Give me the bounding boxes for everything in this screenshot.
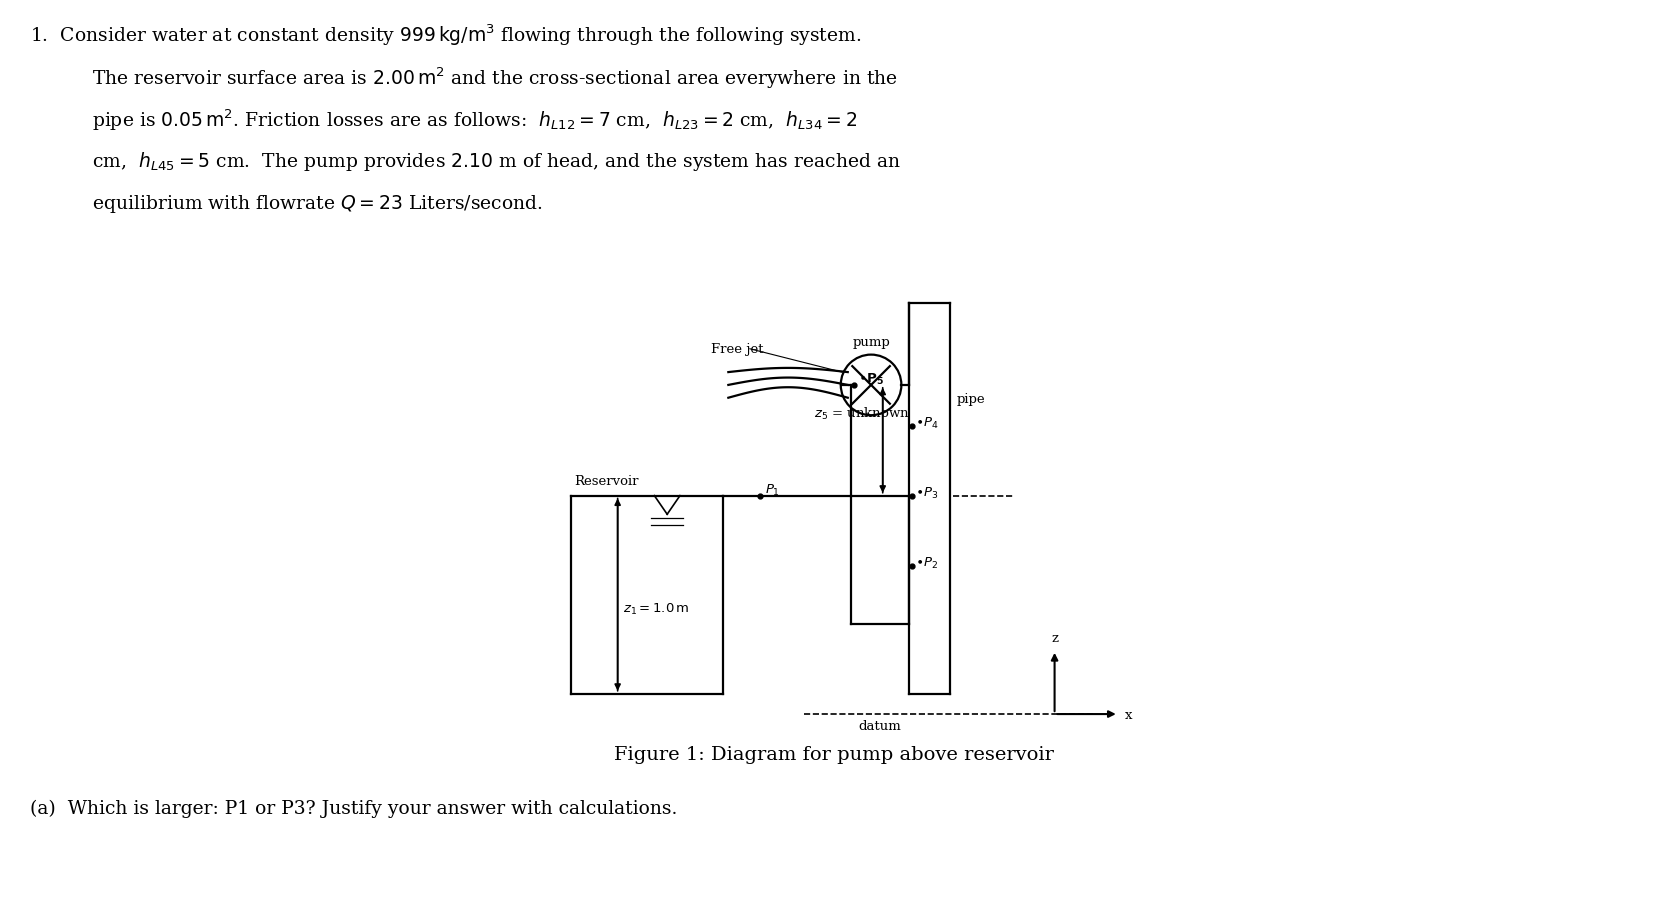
Text: $\bullet P_4$: $\bullet P_4$ bbox=[914, 415, 939, 431]
Text: Free jet: Free jet bbox=[711, 343, 764, 356]
Text: datum: datum bbox=[859, 719, 901, 732]
Text: x: x bbox=[1124, 708, 1133, 721]
Text: The reservoir surface area is $2.00\,\mathrm{m^2}$ and the cross-sectional area : The reservoir surface area is $2.00\,\ma… bbox=[92, 65, 897, 90]
Text: Reservoir: Reservoir bbox=[574, 474, 639, 488]
Text: 1.  Consider water at constant density $999\,\mathrm{kg/m^3}$ flowing through th: 1. Consider water at constant density $9… bbox=[30, 23, 861, 48]
Text: $z_5$ = unknown: $z_5$ = unknown bbox=[814, 405, 911, 422]
Text: $z_1 = 1.0\,\mathrm{m}$: $z_1 = 1.0\,\mathrm{m}$ bbox=[624, 601, 691, 617]
Text: $\bullet P_3$: $\bullet P_3$ bbox=[914, 485, 937, 500]
Text: $\bullet\mathbf{P_5}$: $\bullet\mathbf{P_5}$ bbox=[859, 371, 884, 386]
Text: cm,  $h_{L45} = 5$ cm.  The pump provides $2.10$ m of head, and the system has r: cm, $h_{L45} = 5$ cm. The pump provides … bbox=[92, 150, 901, 172]
Text: equilibrium with flowrate $Q = 23$ Liters/second.: equilibrium with flowrate $Q = 23$ Liter… bbox=[92, 192, 542, 214]
Text: pipe: pipe bbox=[957, 393, 986, 406]
Text: $\bullet P_2$: $\bullet P_2$ bbox=[914, 554, 937, 570]
Text: (a)  Which is larger: P1 or P3? Justify your answer with calculations.: (a) Which is larger: P1 or P3? Justify y… bbox=[30, 799, 677, 817]
Text: pipe is $0.05\,\mathrm{m^2}$. Friction losses are as follows:  $h_{L12} = 7$ cm,: pipe is $0.05\,\mathrm{m^2}$. Friction l… bbox=[92, 107, 857, 133]
Text: pump: pump bbox=[852, 335, 891, 349]
Text: $P_1$: $P_1$ bbox=[766, 482, 781, 498]
Text: Figure 1: Diagram for pump above reservoir: Figure 1: Diagram for pump above reservo… bbox=[614, 745, 1054, 763]
Text: z: z bbox=[1051, 631, 1058, 645]
